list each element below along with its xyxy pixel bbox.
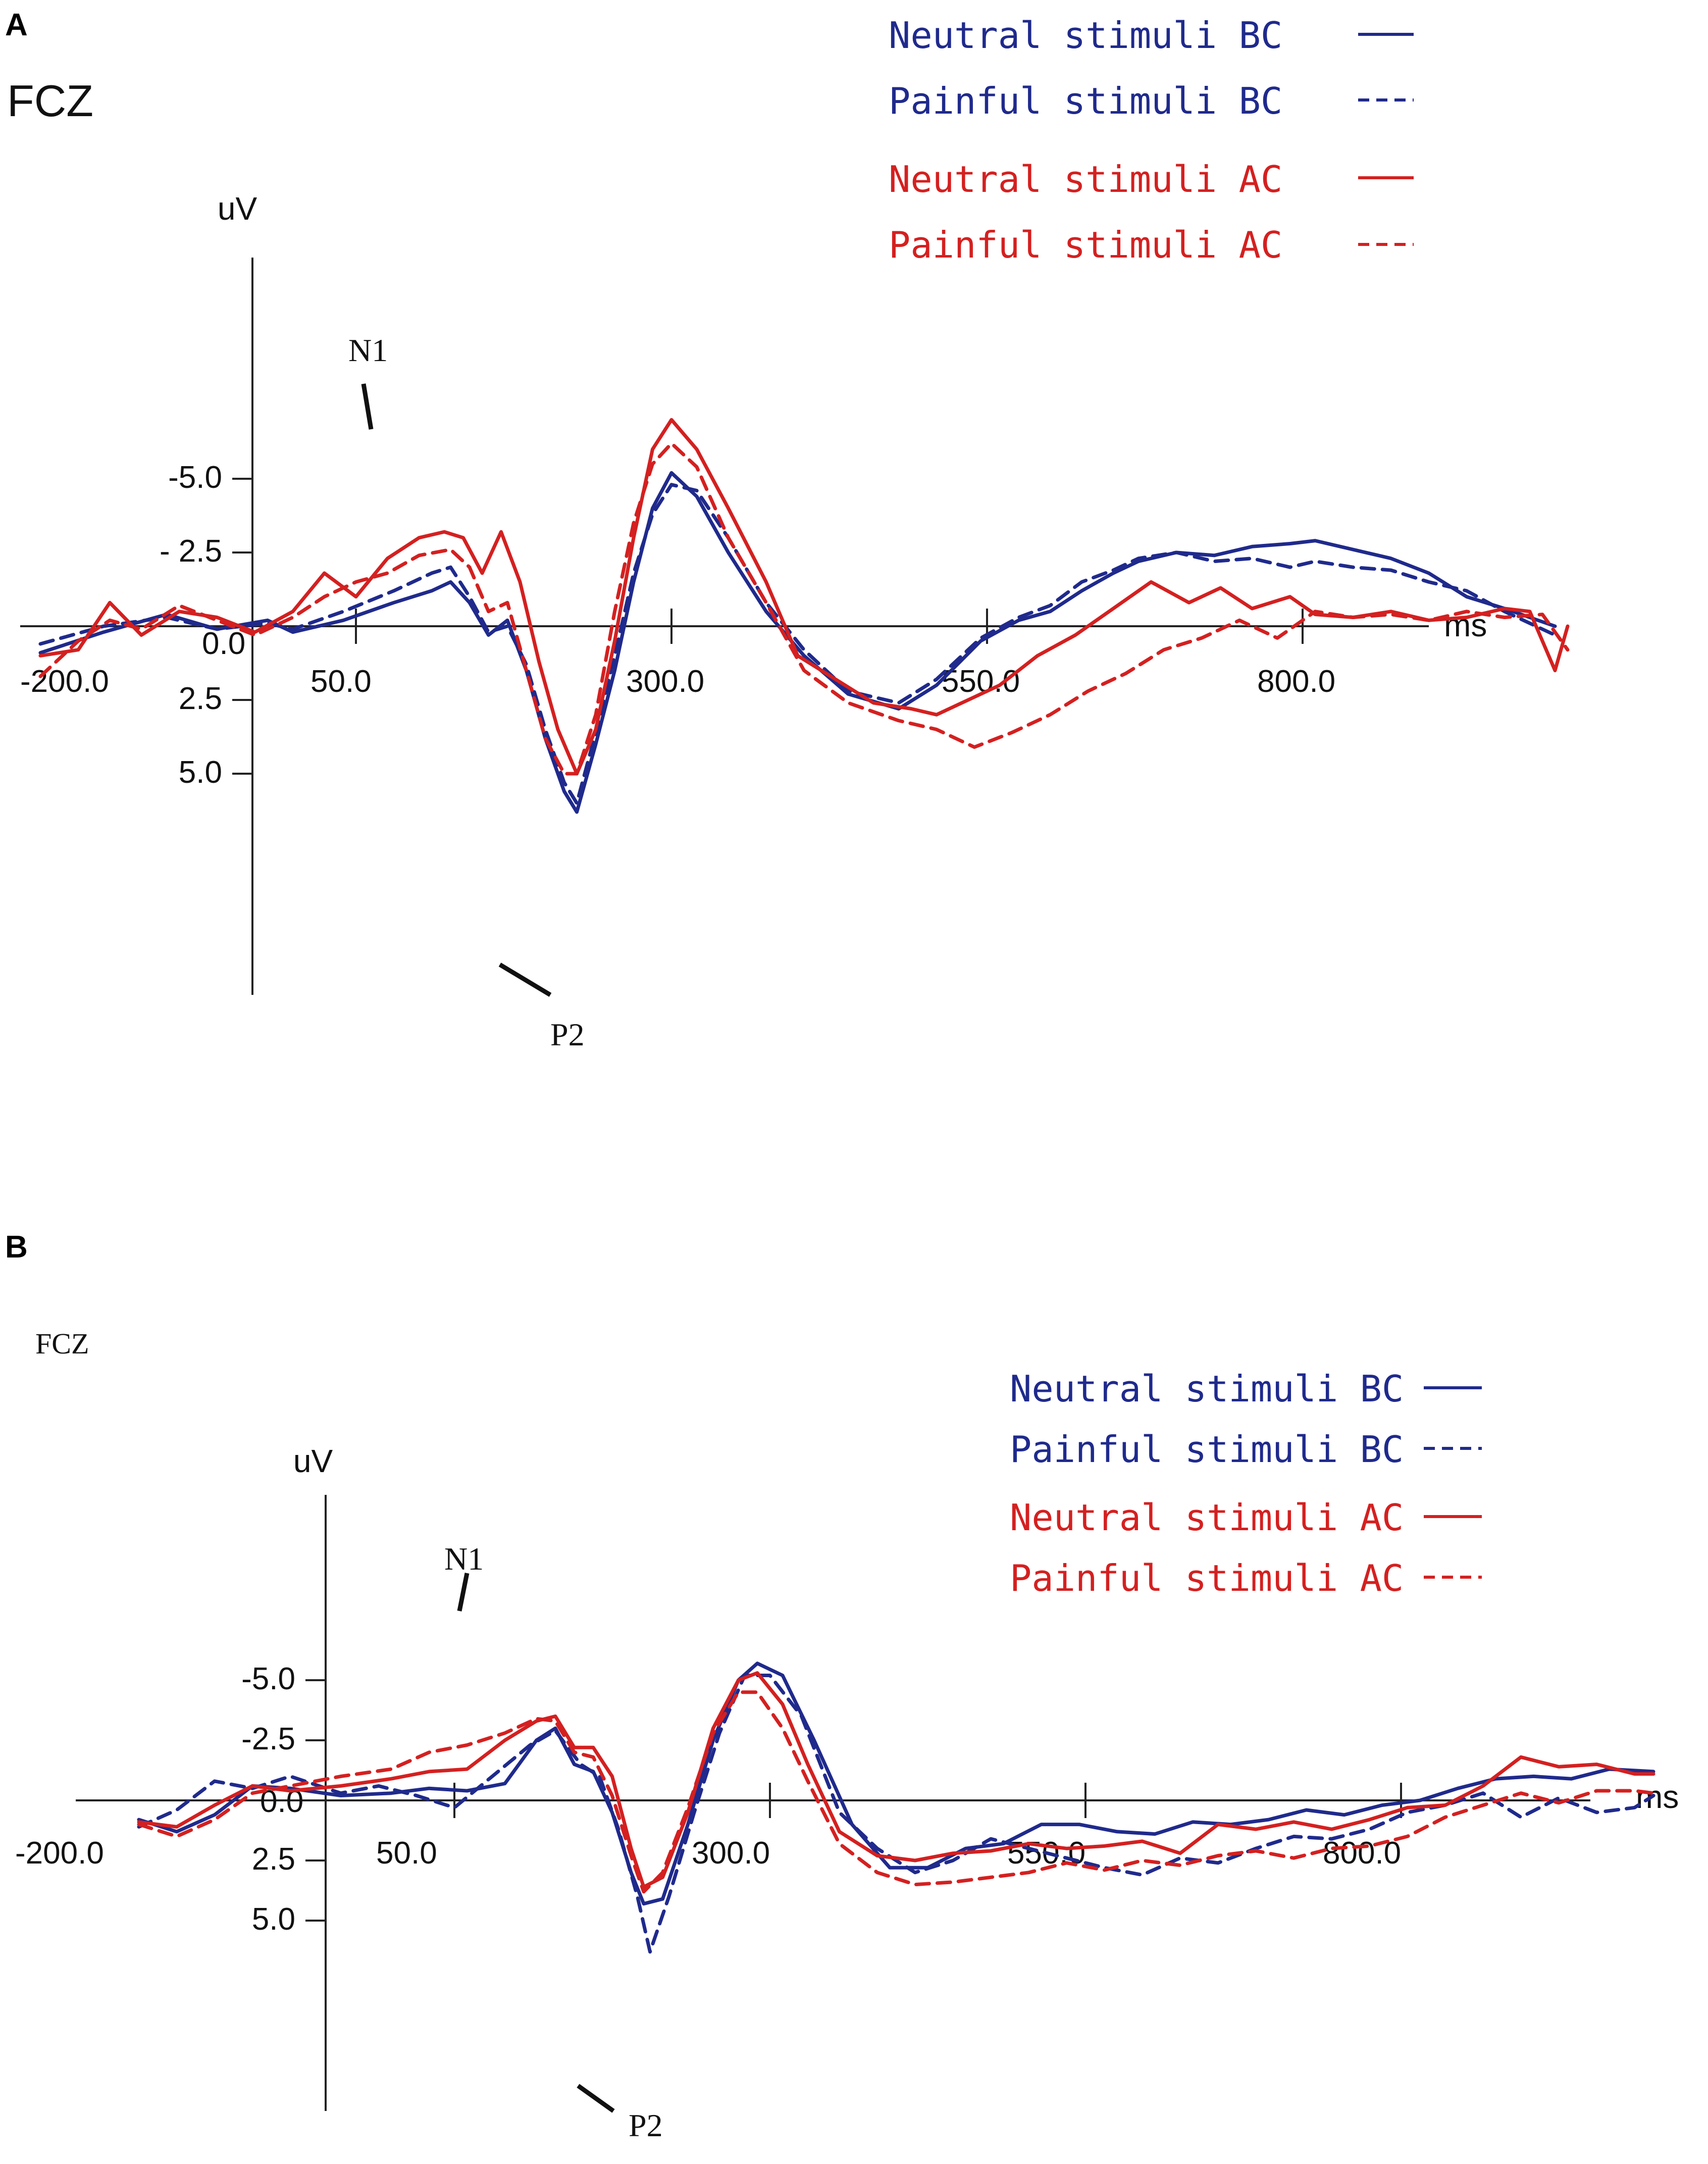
legend-b-neutral-bc-label: Neutral stimuli BC (1010, 1368, 1404, 1410)
annotation-p2-pointer (498, 963, 552, 997)
y-tick-label-0: -5.0 (241, 1662, 295, 1696)
y-tick-label-0: -5.0 (168, 460, 222, 495)
panel-a-waveforms (38, 418, 1570, 814)
annotation-p2-label: P2 (550, 1017, 585, 1052)
y-tick-label-3: 5.0 (252, 1902, 295, 1937)
panel-a-axes: -200.00.050.0 300.0 550.0 800.0-5.0- 2.52.5… (20, 190, 1487, 995)
legend-a-painful-bc-label: Painful stimuli BC (889, 80, 1282, 122)
series-neutral-stimuli-ac-line (137, 1671, 1655, 1889)
series-painful-stimuli-bc-line (38, 483, 1557, 805)
legend-b-painful-bc-label: Painful stimuli BC (1010, 1428, 1404, 1471)
panel-b-waveforms (137, 1662, 1655, 1954)
legend-a-neutral-ac-label: Neutral stimuli AC (889, 158, 1282, 200)
panel-b: B FCZ -200.00.050.0 300.0 550.0 800.0-5.0-2… (5, 1230, 1679, 2143)
panel-b-axes: -200.00.050.0 300.0 550.0 800.0-5.0-2.52.55… (15, 1443, 1679, 2111)
x-tick-label-1: 0.0 (202, 626, 245, 661)
panel-b-letter: B (5, 1230, 28, 1265)
y-tick-label-2: 2.5 (252, 1842, 295, 1877)
panel-a-legend: Neutral stimuli BC Painful stimuli BC Ne… (889, 14, 1414, 266)
series-painful-stimuli-ac-line (38, 441, 1570, 776)
panel-a-annotations: N1 P2 (348, 332, 585, 1052)
annotation-n1-pointer (361, 383, 374, 430)
x-axis-unit-label: ms (1636, 1779, 1679, 1815)
series-painful-stimuli-ac-line (137, 1690, 1655, 1894)
x-tick-label-3: 300.0 (626, 664, 704, 699)
annotation-n1-label: N1 (348, 332, 388, 368)
y-tick-label-3: 5.0 (179, 755, 222, 790)
series-neutral-stimuli-bc-line (137, 1662, 1655, 1906)
annotation-p2-pointer (577, 2084, 615, 2113)
annotation-n1-pointer (457, 1573, 470, 1612)
series-painful-stimuli-bc-line (137, 1674, 1655, 1954)
panel-a-letter: A (5, 8, 28, 42)
annotation-p2-label: P2 (629, 2107, 663, 2143)
x-tick-label-2: 50.0 (376, 1836, 437, 1871)
series-neutral-stimuli-bc-line (38, 471, 1557, 814)
legend-a-painful-ac-label: Painful stimuli AC (889, 224, 1282, 266)
x-tick-label-5: 800.0 (1257, 664, 1335, 699)
x-tick-label-0: -200.0 (20, 664, 109, 699)
x-tick-label-0: -200.0 (15, 1836, 104, 1871)
y-tick-label-2: 2.5 (179, 681, 222, 716)
annotation-n1-label: N1 (444, 1541, 484, 1577)
series-neutral-stimuli-ac-line (38, 418, 1570, 776)
y-tick-label-1: -2.5 (241, 1722, 295, 1756)
x-tick-label-2: 50.0 (310, 664, 372, 699)
panel-b-channel-label: FCZ (35, 1327, 89, 1360)
x-tick-label-3: 300.0 (692, 1836, 770, 1871)
legend-b-neutral-ac-label: Neutral stimuli AC (1010, 1496, 1404, 1539)
y-axis-unit-label: uV (218, 190, 257, 227)
panel-a: A FCZ -200.00.050.0 300.0 550.0 800.0-5.0- … (5, 8, 1570, 1052)
legend-a-neutral-bc-label: Neutral stimuli BC (889, 14, 1282, 57)
y-tick-label-1: - 2.5 (160, 534, 222, 569)
panel-b-legend: Neutral stimuli BC Painful stimuli BC Ne… (1010, 1368, 1482, 1599)
panel-a-channel-label: FCZ (7, 76, 93, 126)
legend-b-painful-ac-label: Painful stimuli AC (1010, 1557, 1404, 1599)
y-axis-unit-label: uV (293, 1443, 333, 1479)
panel-b-annotations: N1 P2 (444, 1541, 663, 2143)
